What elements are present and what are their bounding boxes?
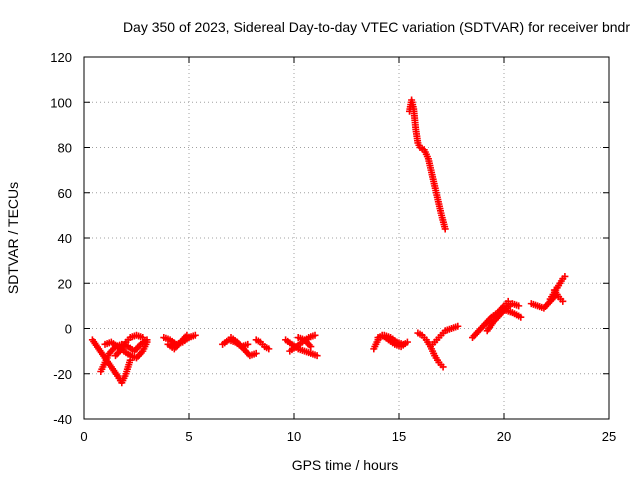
- y-tick-label: 120: [50, 50, 72, 65]
- data-point: [403, 338, 411, 346]
- data-markers: [88, 96, 569, 387]
- series-arc-1d: [112, 331, 147, 360]
- series-arc-7b: [429, 322, 462, 348]
- plot-frame: [83, 56, 610, 420]
- data-point: [307, 343, 315, 351]
- chart-title: Day 350 of 2023, Sidereal Day-to-day VTE…: [123, 19, 630, 35]
- axis-ticks: 0 5 10 15 20 25 -40 -20 0 20 40 60 80 100 120: [50, 50, 616, 444]
- series-arc-1a: [88, 336, 134, 387]
- series-arc-6: [406, 96, 449, 233]
- data-point: [439, 363, 447, 371]
- series-arc-9b: [546, 272, 569, 303]
- series-arc-5b: [374, 331, 407, 348]
- y-tick-label: 40: [58, 231, 72, 246]
- x-tick-label: 10: [287, 429, 301, 444]
- data-point: [265, 345, 273, 353]
- data-point: [399, 340, 407, 348]
- series-arc-2b: [164, 331, 191, 353]
- y-tick-label: 100: [50, 95, 72, 110]
- y-axis-label: SDTVAR / TECUs: [5, 182, 21, 294]
- data-point: [517, 313, 525, 321]
- y-tick-label: 60: [58, 186, 72, 201]
- data-point: [191, 331, 199, 339]
- data-point: [252, 349, 260, 357]
- data-point: [559, 297, 567, 305]
- y-tick-label: 0: [65, 322, 72, 337]
- y-tick-label: 20: [58, 276, 72, 291]
- data-point: [183, 331, 191, 339]
- grid-lines: [84, 57, 609, 419]
- y-tick-label: -20: [53, 367, 72, 382]
- data-point: [515, 302, 523, 310]
- x-tick-label: 25: [602, 429, 616, 444]
- x-tick-label: 20: [497, 429, 511, 444]
- x-tick-label: 5: [185, 429, 192, 444]
- series-arc-3b: [227, 334, 260, 360]
- data-point: [561, 272, 569, 280]
- series-arc-8a: [469, 297, 512, 342]
- series-arc-9c: [550, 286, 567, 305]
- x-tick-label: 0: [80, 429, 87, 444]
- series-arc-8b: [483, 300, 523, 335]
- data-point: [441, 225, 449, 233]
- series-arc-8c: [502, 306, 525, 321]
- series-arc-7a: [414, 329, 447, 371]
- data-point: [313, 352, 321, 360]
- y-tick-label: 80: [58, 141, 72, 156]
- data-point: [143, 338, 151, 346]
- data-point: [311, 331, 319, 339]
- series-arc-3c: [252, 336, 273, 353]
- data-point: [244, 340, 252, 348]
- data-point: [454, 322, 462, 330]
- data-point: [139, 334, 147, 342]
- series-arc-4c: [294, 334, 315, 351]
- x-axis-label: GPS time / hours: [292, 457, 399, 473]
- y-tick-label: -40: [53, 412, 72, 427]
- x-tick-label: 15: [392, 429, 406, 444]
